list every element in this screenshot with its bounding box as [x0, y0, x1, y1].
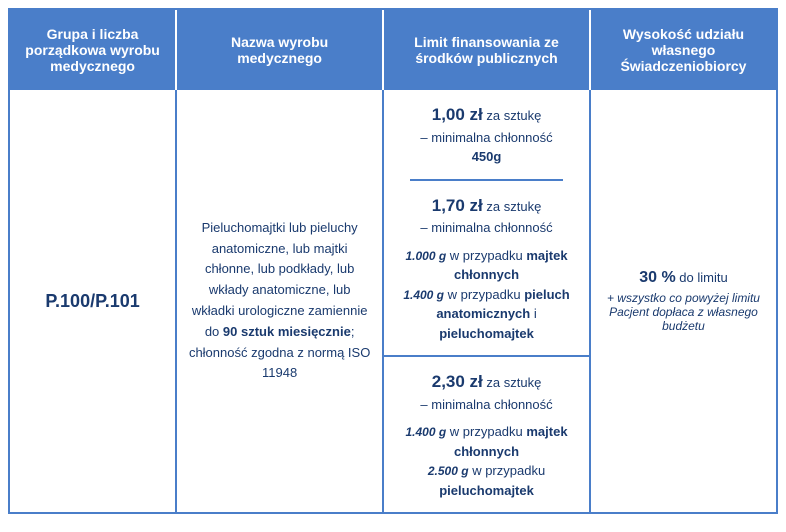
- desc-qty: 90 sztuk miesięcznie: [223, 324, 351, 339]
- reimbursement-table: Grupa i liczba porządkowa wyrobu medyczn…: [8, 8, 778, 514]
- tier1-per: za sztukę: [483, 108, 542, 123]
- tier1-sub: – minimalna chłonność: [420, 128, 552, 148]
- header-name: Nazwa wyrobu medycznego: [177, 10, 384, 90]
- tier2-sub: – minimalna chłonność: [394, 218, 579, 238]
- table-header-row: Grupa i liczba porządkowa wyrobu medyczn…: [10, 10, 776, 90]
- cell-limits: 1,00 zł za sztukę – minimalna chłonność …: [384, 90, 591, 512]
- product-description: Pieluchomajtki lub pieluchy anatomiczne,…: [187, 218, 372, 384]
- limit-tier-2: 1,70 zł za sztukę – minimalna chłonność …: [384, 181, 589, 358]
- header-limit: Limit finansowania ze środków publicznyc…: [384, 10, 591, 90]
- tier2-line2-and: i: [530, 306, 537, 321]
- cell-code: P.100/P.101: [10, 90, 177, 512]
- table-row: P.100/P.101 Pieluchomajtki lub pieluchy …: [10, 90, 776, 512]
- tier2-line2-grams: 1.400 g: [403, 288, 444, 302]
- tier2-line2-text: w przypadku: [444, 287, 524, 302]
- tier2-line1-text: w przypadku: [446, 248, 526, 263]
- cell-description: Pieluchomajtki lub pieluchy anatomiczne,…: [177, 90, 384, 512]
- copay-note: + wszystko co powyżej limitu Pacjent dop…: [601, 291, 766, 333]
- header-copay: Wysokość udziału własnego Świadczeniobio…: [591, 10, 776, 90]
- tier2-per: za sztukę: [483, 199, 542, 214]
- tier2-price: 1,70 zł: [432, 196, 483, 215]
- tier1-price: 1,00 zł: [432, 105, 483, 124]
- copay-suffix: do limitu: [676, 270, 728, 285]
- tier3-sub: – minimalna chłonność: [394, 395, 579, 415]
- tier2-line2-bold2: pieluchomajtek: [439, 326, 534, 341]
- cell-copay: 30 % do limitu + wszystko co powyżej lim…: [591, 90, 776, 512]
- limit-tier-3: 2,30 zł za sztukę – minimalna chłonność …: [384, 357, 589, 512]
- tier2-line1-grams: 1.000 g: [405, 249, 446, 263]
- tier3-line2-grams: 2.500 g: [428, 464, 469, 478]
- desc-prefix: Pieluchomajtki lub pieluchy anatomiczne,…: [192, 220, 368, 339]
- header-group: Grupa i liczba porządkowa wyrobu medyczn…: [10, 10, 177, 90]
- copay-pct: 30 %: [639, 269, 675, 286]
- product-code: P.100/P.101: [45, 291, 139, 312]
- tier1-grams: 450g: [420, 147, 552, 167]
- tier3-per: za sztukę: [483, 375, 542, 390]
- tier3-line2-bold: pieluchomajtek: [439, 483, 534, 498]
- tier3-line2-text: w przypadku: [469, 463, 546, 478]
- tier3-price: 2,30 zł: [432, 372, 483, 391]
- tier3-line1-grams: 1.400 g: [405, 425, 446, 439]
- tier3-line1-text: w przypadku: [446, 424, 526, 439]
- limit-tier-1: 1,00 zł za sztukę – minimalna chłonność …: [410, 90, 562, 181]
